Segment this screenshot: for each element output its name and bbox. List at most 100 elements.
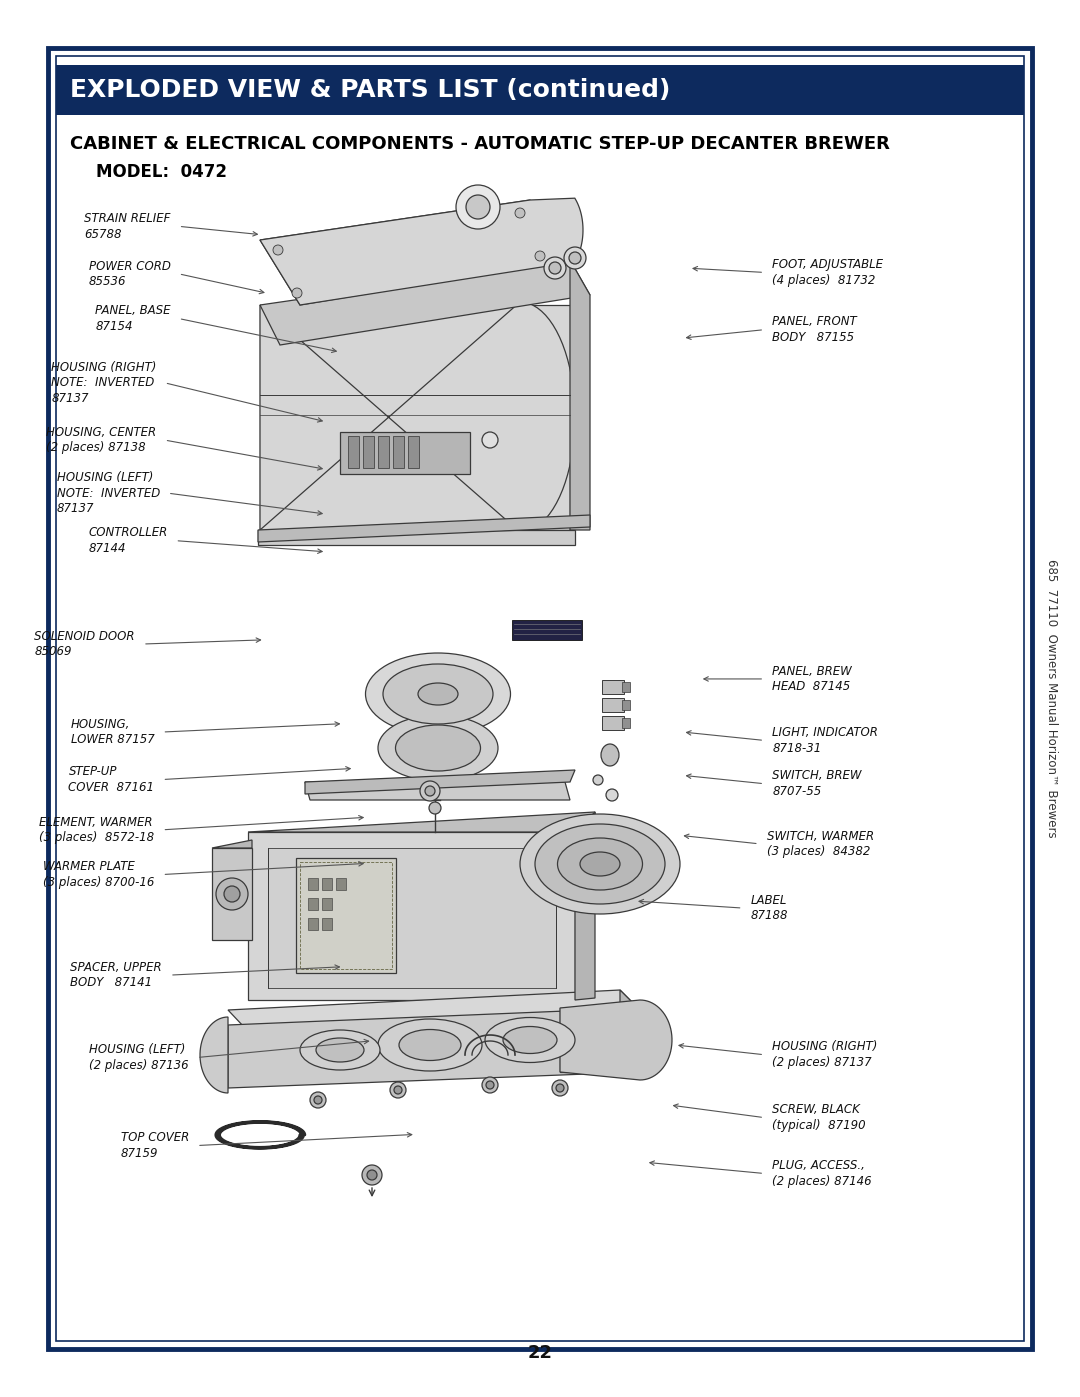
Ellipse shape: [503, 1027, 557, 1053]
Text: 685  77110  Owners Manual Horizon™ Brewers: 685 77110 Owners Manual Horizon™ Brewers: [1045, 559, 1058, 838]
Ellipse shape: [365, 652, 511, 735]
Text: PLUG, ACCESS.,
(2 places) 87146: PLUG, ACCESS., (2 places) 87146: [772, 1160, 872, 1187]
Circle shape: [482, 432, 498, 448]
Text: SOLENOID DOOR
85069: SOLENOID DOOR 85069: [35, 630, 135, 658]
Polygon shape: [258, 529, 575, 545]
Text: HOUSING,
LOWER 87157: HOUSING, LOWER 87157: [70, 718, 154, 746]
Bar: [308, 877, 318, 890]
Circle shape: [606, 789, 618, 800]
Circle shape: [486, 1081, 494, 1090]
Ellipse shape: [399, 1030, 461, 1060]
Circle shape: [224, 886, 240, 902]
Ellipse shape: [316, 1038, 364, 1062]
Text: EXPLODED VIEW & PARTS LIST (continued): EXPLODED VIEW & PARTS LIST (continued): [70, 78, 671, 102]
Polygon shape: [570, 260, 590, 529]
Text: SWITCH, BREW
8707-55: SWITCH, BREW 8707-55: [772, 770, 862, 798]
Circle shape: [569, 251, 581, 264]
Text: CONTROLLER
87144: CONTROLLER 87144: [89, 527, 167, 555]
Polygon shape: [260, 198, 583, 305]
Text: STEP-UP
COVER  87161: STEP-UP COVER 87161: [68, 766, 154, 793]
Bar: [348, 436, 359, 468]
Polygon shape: [561, 1000, 672, 1080]
Bar: [296, 858, 396, 972]
Text: WARMER PLATE
(3 places) 8700-16: WARMER PLATE (3 places) 8700-16: [43, 861, 154, 888]
Circle shape: [292, 288, 302, 298]
Polygon shape: [212, 848, 252, 940]
Bar: [268, 848, 556, 988]
Text: POWER CORD
85536: POWER CORD 85536: [89, 260, 171, 288]
Text: SCREW, BLACK
(typical)  87190: SCREW, BLACK (typical) 87190: [772, 1104, 866, 1132]
Ellipse shape: [378, 1018, 482, 1071]
Circle shape: [556, 1084, 564, 1092]
Polygon shape: [305, 782, 570, 800]
Ellipse shape: [535, 824, 665, 904]
Bar: [408, 436, 419, 468]
Bar: [622, 718, 630, 728]
Polygon shape: [228, 1009, 638, 1088]
Circle shape: [273, 244, 283, 256]
Circle shape: [394, 1085, 402, 1094]
Bar: [602, 680, 624, 694]
Circle shape: [515, 208, 525, 218]
Ellipse shape: [580, 852, 620, 876]
Text: STRAIN RELIEF
65788: STRAIN RELIEF 65788: [84, 212, 171, 240]
Text: LIGHT, INDICATOR
8718-31: LIGHT, INDICATOR 8718-31: [772, 726, 878, 754]
Circle shape: [552, 1080, 568, 1097]
Text: HOUSING (RIGHT)
(2 places) 87137: HOUSING (RIGHT) (2 places) 87137: [772, 1041, 878, 1069]
Circle shape: [420, 781, 440, 800]
Circle shape: [456, 184, 500, 229]
Bar: [602, 698, 624, 712]
Ellipse shape: [395, 725, 481, 771]
Text: PANEL, BREW
HEAD  87145: PANEL, BREW HEAD 87145: [772, 665, 852, 693]
Text: CABINET & ELECTRICAL COMPONENTS - AUTOMATIC STEP-UP DECANTER BREWER: CABINET & ELECTRICAL COMPONENTS - AUTOMA…: [70, 136, 890, 154]
Bar: [322, 877, 332, 890]
Text: ELEMENT, WARMER
(3 places)  8572-18: ELEMENT, WARMER (3 places) 8572-18: [39, 816, 154, 844]
Polygon shape: [248, 833, 575, 1000]
Circle shape: [426, 787, 435, 796]
Text: HOUSING (RIGHT)
NOTE:  INVERTED
87137: HOUSING (RIGHT) NOTE: INVERTED 87137: [51, 360, 157, 405]
Bar: [322, 918, 332, 930]
Bar: [340, 432, 470, 474]
Text: SPACER, UPPER
BODY   87141: SPACER, UPPER BODY 87141: [70, 961, 162, 989]
Text: PANEL, FRONT
BODY   87155: PANEL, FRONT BODY 87155: [772, 316, 856, 344]
Ellipse shape: [557, 838, 643, 890]
Circle shape: [465, 196, 490, 219]
Bar: [56, 56, 1024, 1341]
Text: MODEL:  0472: MODEL: 0472: [96, 163, 227, 182]
Ellipse shape: [378, 715, 498, 781]
Polygon shape: [260, 260, 590, 345]
Circle shape: [535, 251, 545, 261]
Polygon shape: [305, 770, 575, 793]
Circle shape: [564, 247, 586, 270]
Text: LABEL
87188: LABEL 87188: [751, 894, 788, 922]
Bar: [336, 877, 346, 890]
Circle shape: [362, 1165, 382, 1185]
Bar: [322, 898, 332, 909]
Circle shape: [549, 263, 561, 274]
Text: FOOT, ADJUSTABLE
(4 places)  81732: FOOT, ADJUSTABLE (4 places) 81732: [772, 258, 883, 286]
Text: PANEL, BASE
87154: PANEL, BASE 87154: [95, 305, 171, 332]
Bar: [308, 918, 318, 930]
Polygon shape: [212, 840, 252, 848]
Circle shape: [482, 1077, 498, 1092]
Bar: [622, 682, 630, 692]
Circle shape: [314, 1097, 322, 1104]
Ellipse shape: [383, 664, 492, 724]
Ellipse shape: [418, 683, 458, 705]
Circle shape: [367, 1171, 377, 1180]
Bar: [393, 436, 404, 468]
Circle shape: [593, 775, 603, 785]
Circle shape: [216, 877, 248, 909]
Text: HOUSING, CENTER
(2 places) 87138: HOUSING, CENTER (2 places) 87138: [46, 426, 157, 454]
Polygon shape: [620, 990, 638, 1071]
Ellipse shape: [300, 1030, 380, 1070]
Polygon shape: [258, 515, 590, 542]
Text: TOP COVER
87159: TOP COVER 87159: [121, 1132, 189, 1160]
Polygon shape: [200, 1017, 228, 1092]
Text: HOUSING (LEFT)
NOTE:  INVERTED
87137: HOUSING (LEFT) NOTE: INVERTED 87137: [56, 471, 160, 515]
Polygon shape: [228, 990, 638, 1028]
Bar: [308, 898, 318, 909]
Bar: [622, 700, 630, 710]
Bar: [300, 862, 392, 970]
Circle shape: [544, 257, 566, 279]
